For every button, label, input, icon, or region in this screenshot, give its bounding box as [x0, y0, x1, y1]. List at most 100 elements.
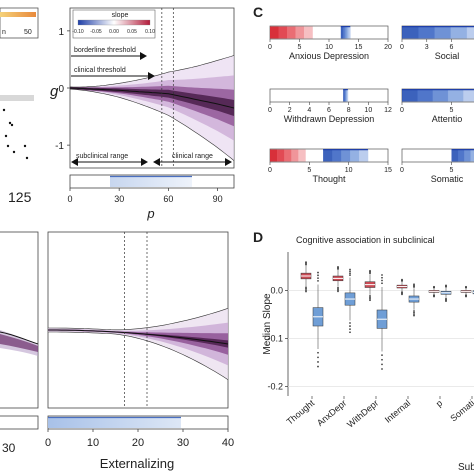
- strip-tick-label: 15: [355, 44, 363, 51]
- outlier-point: [433, 285, 435, 288]
- strip-segment: [284, 149, 292, 162]
- strip-tick-label: 6: [327, 107, 331, 114]
- strip-segment: [457, 149, 465, 162]
- partial-legend-word: n: [2, 29, 6, 36]
- boxplot: [428, 285, 440, 298]
- uncertainty-band: [48, 329, 228, 355]
- strip-segment: [418, 26, 435, 39]
- outlier-point: [349, 328, 351, 331]
- strip-tick-label: 6: [450, 44, 454, 51]
- strip-segment: [332, 149, 342, 162]
- strip-tick-label: 10: [364, 107, 372, 114]
- strip-segment: [344, 89, 346, 102]
- strip-segment: [470, 149, 474, 162]
- boxplot: [376, 274, 388, 370]
- boxplots: [300, 261, 474, 370]
- strip-segment: [346, 89, 349, 102]
- outlier-point: [381, 368, 383, 370]
- outlier-point: [445, 284, 447, 287]
- strip-segment: [286, 26, 296, 39]
- outlier-point: [317, 274, 319, 277]
- panel-d-label: D: [253, 229, 263, 245]
- outlier-point: [305, 261, 307, 264]
- strip-segment: [434, 26, 451, 39]
- outlier-point: [381, 358, 383, 361]
- x-tick-label: Somati: [448, 398, 474, 424]
- strip-tick-label: 0: [268, 107, 272, 114]
- outlier-point: [413, 313, 415, 315]
- boxplot: [364, 269, 376, 302]
- scatter-point: [23, 144, 27, 148]
- strip-segment: [348, 26, 351, 39]
- outlier-point: [465, 295, 467, 298]
- strip-segment: [303, 26, 313, 39]
- scatter-point: [12, 150, 16, 154]
- outlier-point: [413, 314, 415, 317]
- scatter-point: [8, 121, 12, 125]
- outlier-point: [369, 299, 371, 302]
- x-tick-label: 90: [213, 194, 223, 204]
- density-strip-fill: [110, 176, 192, 187]
- outlier-point: [349, 268, 351, 271]
- median-line: [70, 87, 234, 109]
- partial-scatter-points: [2, 108, 29, 160]
- strip-segment: [344, 26, 347, 39]
- strip-segment: [343, 89, 345, 102]
- strip-label: Withdrawn Depression: [284, 114, 375, 124]
- strip-tick-label: 0: [268, 167, 272, 174]
- outlier-point: [433, 295, 435, 298]
- strip-label: Attentio: [432, 114, 463, 124]
- strip-tick-label: 2: [288, 107, 292, 114]
- strip-segment: [450, 26, 468, 39]
- uncertainty-band: [48, 308, 228, 380]
- strip-segment: [270, 26, 279, 39]
- y-tick-label: -1: [55, 141, 64, 152]
- x-axis-label: Subc: [458, 462, 474, 473]
- outlier-point: [317, 351, 319, 354]
- band-edge-line: [48, 308, 228, 331]
- outlier-point: [369, 297, 371, 300]
- x-tick-label: 60: [163, 194, 173, 204]
- outlier-point: [305, 287, 307, 290]
- y-axis-ticks: 1 0 -1: [55, 27, 70, 152]
- outlier-point: [305, 290, 307, 293]
- partial-legend-bar: [0, 12, 36, 17]
- colorbar-gradient: [77, 19, 151, 26]
- outlier-point: [445, 300, 447, 302]
- outlier-point: [381, 274, 383, 276]
- y-tick-label: -0.1: [267, 333, 283, 343]
- band-edge-line: [70, 88, 234, 161]
- strip-label: Thought: [312, 174, 346, 184]
- outlier-point: [305, 286, 307, 289]
- outlier-point: [369, 294, 371, 297]
- x-axis-ticks: 0 30 60 90: [67, 188, 223, 204]
- colorbar-title: slope: [112, 12, 129, 19]
- outlier-point: [349, 322, 351, 324]
- panel-b-top: slope -0.10 -0.05 0.00 0.05 0.10 borderline …: [50, 7, 235, 221]
- outlier-point: [413, 311, 415, 314]
- strip-tick-label: 20: [384, 44, 392, 51]
- outlier-point: [317, 271, 319, 274]
- panel-d-title: Cognitive association in subclinical: [296, 235, 435, 245]
- strip-tick-label: 0: [400, 107, 404, 114]
- outlier-point: [401, 293, 403, 296]
- colorbar-tick-label: 0.05: [127, 29, 137, 35]
- strip-tick-label: 15: [384, 167, 392, 174]
- strip-segment: [358, 149, 369, 162]
- colorbar-tick-label: 0.00: [109, 29, 119, 35]
- partial-legend-tick: 50: [24, 29, 32, 36]
- plot-frame: [0, 231, 39, 409]
- panel-d: D Cognitive association in subclinical 0…: [253, 229, 474, 473]
- outlier-point: [337, 265, 339, 268]
- scatter-point: [2, 108, 6, 112]
- strip-tick-label: 0: [400, 167, 404, 174]
- outlier-point: [349, 331, 351, 334]
- x-axis-label: Externalizing: [100, 456, 174, 471]
- outlier-point: [317, 279, 319, 282]
- x-tick-label: Internal: [383, 398, 412, 425]
- x-tick-label: 20: [132, 437, 144, 449]
- strip-segment: [270, 149, 278, 162]
- x-tick-label: 0: [67, 194, 72, 204]
- clinical-arrowhead: [148, 72, 155, 80]
